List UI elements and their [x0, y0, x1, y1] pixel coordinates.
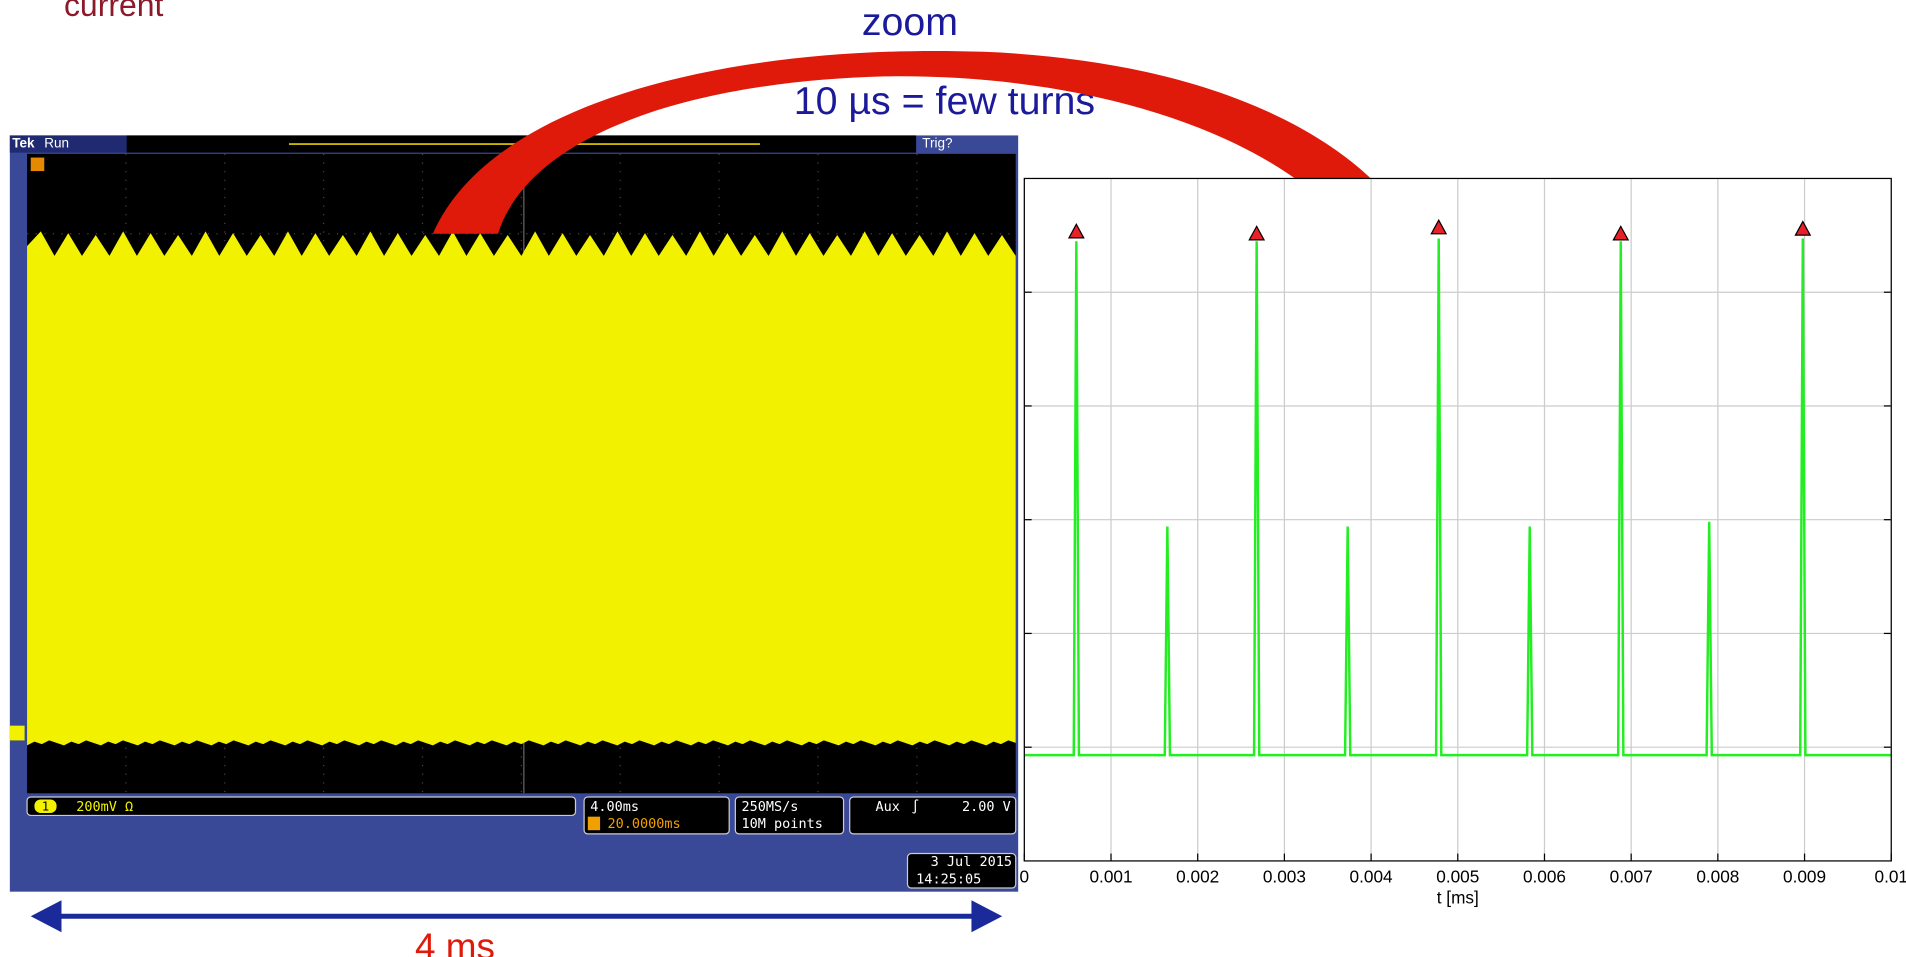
span-label: 4 ms — [415, 926, 495, 957]
time: 14:25:05 — [916, 871, 981, 887]
brand: Tek — [12, 136, 35, 151]
run-state: Run — [44, 136, 69, 151]
slide: current zoom 10 µs = few turns Tek Run T… — [0, 0, 1906, 957]
record-length: 10M points — [741, 816, 822, 832]
trigger-level: 2.00 V — [962, 799, 1011, 815]
x-tick-label: 0.008 — [1696, 867, 1739, 887]
sample-rate: 250MS/s — [741, 799, 798, 815]
x-tick-label: 0 — [1020, 867, 1030, 887]
x-tick-label: 0.003 — [1263, 867, 1306, 887]
channel-scale: 200mV Ω — [76, 799, 133, 815]
zoom-chart: 0 0.001 0.002 0.003 0.004 0.005 0.006 0.007 0.00… — [1020, 178, 1906, 907]
trigger-marker — [31, 158, 45, 172]
x-tick-label: 0.002 — [1176, 867, 1219, 887]
trigger-delay: 20.0000ms — [607, 816, 680, 832]
trigger-icon — [588, 817, 600, 831]
x-tick-label: 0.009 — [1783, 867, 1826, 887]
corner-label: current — [64, 0, 164, 23]
x-tick-label: 0.001 — [1089, 867, 1132, 887]
x-tick-label: 0.01 — [1875, 867, 1906, 887]
channel-number: 1 — [42, 799, 49, 813]
span-arrow — [31, 900, 1002, 932]
x-tick-label: 0.004 — [1350, 867, 1393, 887]
x-tick-label: 0.007 — [1610, 867, 1653, 887]
trigger-slope: ∫ — [911, 799, 919, 815]
yellow-trace — [27, 231, 1016, 745]
channel-marker — [10, 726, 25, 741]
trigger-source: Aux — [876, 799, 900, 815]
x-tick-label: 0.005 — [1436, 867, 1479, 887]
x-tick-label: 0.006 — [1523, 867, 1566, 887]
timebase: 4.00ms — [590, 799, 639, 815]
oscilloscope: Tek Run Trig? 1 200mV Ω 4.00ms 20.0000ms… — [10, 135, 1018, 891]
x-axis-label: t [ms] — [1437, 888, 1479, 908]
zoom-label: zoom — [862, 0, 958, 44]
trigger-state: Trig? — [922, 136, 953, 151]
date: 3 Jul 2015 — [931, 854, 1012, 870]
